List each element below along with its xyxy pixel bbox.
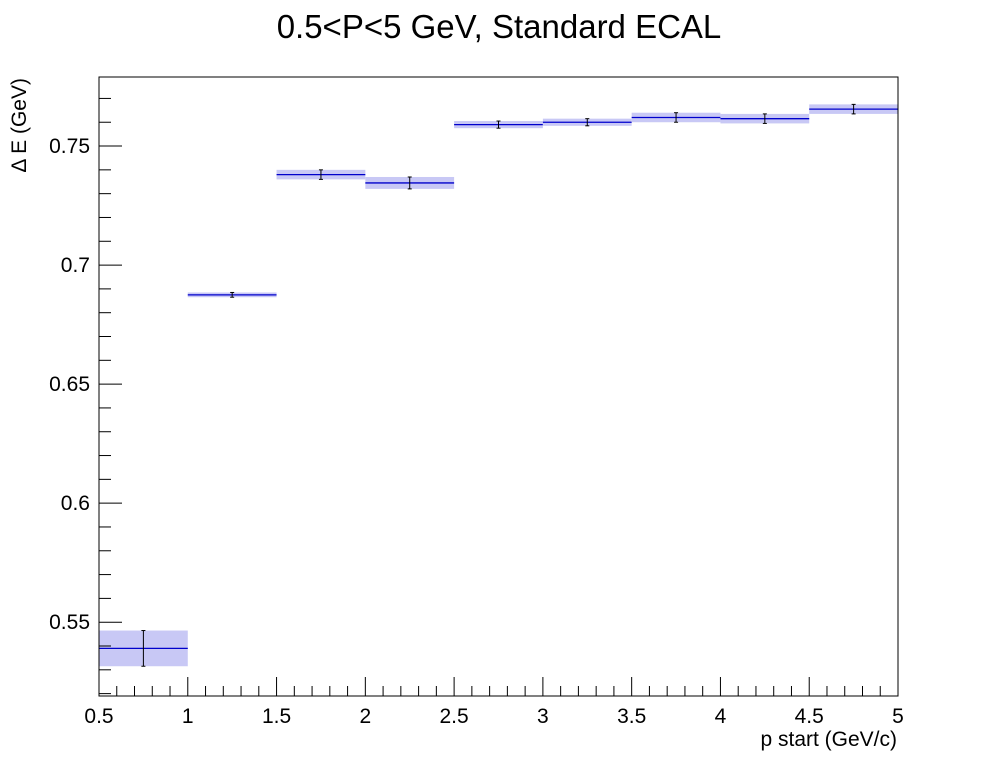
y-tick-label-3: 0.7 (61, 254, 90, 277)
tick-labels: 0.5 1 1.5 2 2.5 3 3.5 4 4.5 5 0.55 0.6 0.65 0.7 0.75 (49, 135, 904, 728)
x-tick-label-1: 1 (182, 705, 194, 728)
x-axis-title: p start (GeV/c) (760, 728, 897, 751)
axis-ticks (98, 97, 899, 696)
y-tick-label-0: 0.55 (49, 611, 90, 634)
x-tick-label-9: 5 (892, 705, 904, 728)
x-tick-label-7: 4 (715, 705, 727, 728)
y-axis-title: Δ E (GeV) (8, 78, 31, 173)
x-tick-label-2: 1.5 (262, 705, 291, 728)
x-tick-label-3: 2 (359, 705, 371, 728)
x-tick-label-8: 4.5 (795, 705, 824, 728)
x-tick-label-4: 2.5 (440, 705, 469, 728)
x-tick-label-5: 3 (537, 705, 549, 728)
plot-marks (99, 103, 898, 667)
y-tick-label-1: 0.6 (61, 492, 90, 515)
x-tick-label-6: 3.5 (617, 705, 646, 728)
plot-frame (98, 76, 899, 697)
y-tick-label-2: 0.65 (49, 373, 90, 396)
x-tick-label-0: 0.5 (84, 705, 113, 728)
chart-title: 0.5<P<5 GeV, Standard ECAL (277, 8, 722, 45)
y-tick-label-4: 0.75 (49, 135, 90, 158)
